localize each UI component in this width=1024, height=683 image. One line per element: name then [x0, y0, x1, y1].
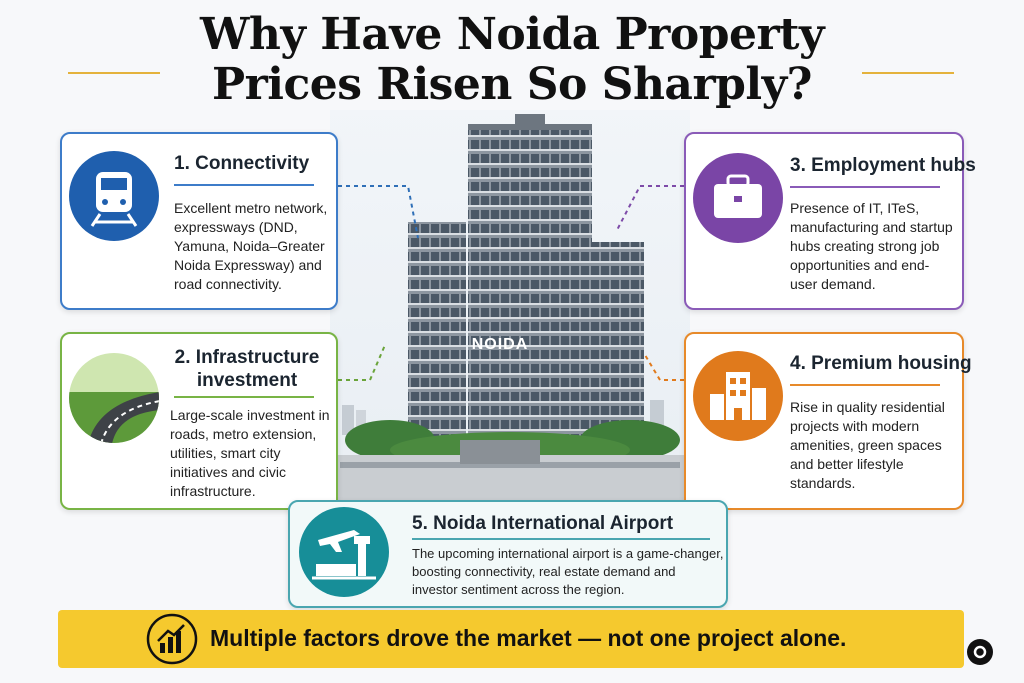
housing-icon [693, 351, 783, 441]
divider [68, 72, 160, 74]
card-text: Rise in quality residential projects wit… [790, 399, 945, 491]
road-icon [69, 353, 159, 443]
title-rule [412, 538, 710, 540]
card-title: 3. Employment hubs [790, 155, 976, 176]
title: Why Have Noida Property Prices Risen So … [0, 10, 1024, 110]
card-title: 4. Premium housing [790, 353, 972, 374]
card-text: Large-scale investment in roads, metro e… [170, 407, 330, 499]
footer-banner [58, 610, 964, 668]
divider [862, 72, 954, 74]
title-rule [790, 186, 940, 188]
card-text: Presence of IT, ITeS, manufacturing and … [790, 200, 953, 292]
title-line: Prices Risen So Sharply? [212, 59, 812, 110]
card-title: 2. Infrastructure investment [174, 347, 320, 391]
growth-icon [146, 613, 198, 665]
briefcase-icon [693, 153, 783, 243]
title-line: Why Have Noida Property [199, 9, 825, 60]
train-icon [69, 151, 159, 241]
building-illustration [330, 110, 690, 500]
airport-icon [299, 507, 389, 597]
card-text: The upcoming international airport is a … [412, 546, 724, 597]
connector [338, 344, 386, 381]
connector [338, 185, 419, 239]
title-rule [174, 396, 314, 398]
footer-text: Multiple factors drove the market — not … [210, 625, 847, 651]
logo [967, 639, 993, 665]
title-rule [790, 384, 940, 386]
card-text: Excellent metro network, expressways (DN… [174, 200, 328, 292]
connector [615, 185, 684, 233]
card-title: 5. Noida International Airport [412, 513, 674, 534]
card-title: 1. Connectivity [174, 153, 310, 174]
connector [644, 354, 684, 381]
building-sign: NOIDA [471, 336, 529, 353]
title-rule [174, 184, 314, 186]
